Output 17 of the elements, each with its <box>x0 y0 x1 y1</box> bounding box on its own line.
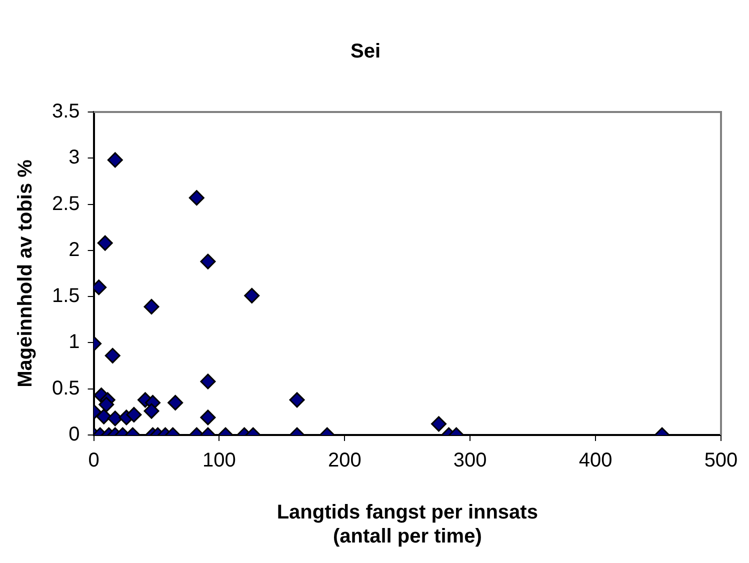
y-tick-label: 0.5 <box>52 377 80 400</box>
x-tick-label: 300 <box>453 450 487 472</box>
y-tick-label: 2.5 <box>52 192 80 215</box>
x-tick-label: 500 <box>704 450 738 472</box>
chart-title: Sei <box>350 40 381 63</box>
y-tick-label: 3 <box>68 146 80 169</box>
y-tick-label: 0 <box>68 424 80 446</box>
y-tick-label: 1 <box>68 331 80 354</box>
y-tick-label: 1.5 <box>52 285 80 308</box>
x-tick-label: 200 <box>328 450 362 472</box>
x-tick-label: 400 <box>578 450 612 472</box>
x-tick-label: 0 <box>88 450 100 472</box>
y-tick-label: 2 <box>68 238 80 261</box>
y-tick-label: 3.5 <box>52 100 80 123</box>
x-tick-label: 100 <box>202 450 236 472</box>
x-axis-title: Langtids fangst per innsats (antall per time) <box>276 502 538 548</box>
y-axis-title: Mageinnhold av tobis % <box>14 159 37 388</box>
